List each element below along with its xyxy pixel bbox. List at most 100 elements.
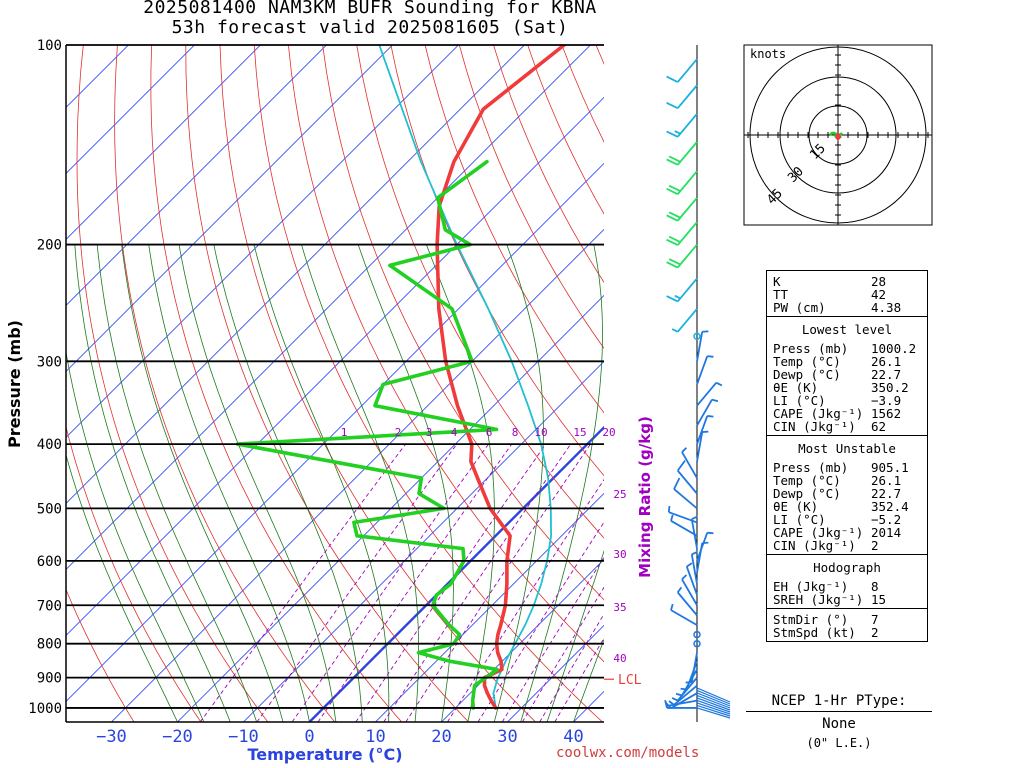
- moist-adiabat-line: [66, 453, 178, 722]
- wind-barb: [671, 308, 698, 333]
- wind-barb-staff: [673, 488, 698, 510]
- wind-barb-half-flag: [670, 514, 674, 522]
- k-index-label: K: [773, 274, 781, 289]
- wind-barb-half-flag: [681, 574, 688, 580]
- wind-barb-staff: [681, 578, 698, 606]
- freezing-isotherm: [308, 425, 604, 722]
- most-unstable-header: Most Unstable: [798, 441, 896, 456]
- wind-barb-staff: [677, 197, 698, 222]
- wind-barb-half-flag: [671, 697, 679, 702]
- parcel-path: [378, 45, 552, 709]
- wind-barb-flag: [666, 295, 679, 303]
- stats-lowest-level: Lowest level Press (mb) 1000.2 Temp (°C) 26…: [767, 316, 927, 435]
- footer-source-link[interactable]: coolwx.com/models: [556, 745, 700, 761]
- wind-barb-staff: [685, 566, 698, 596]
- storm-motion-label: StmDir (°): [773, 612, 849, 627]
- isotherm-line: [66, 45, 591, 571]
- most-unstable-label: CAPE (Jkg⁻¹): [773, 525, 864, 540]
- surface-wind-barb: [696, 687, 731, 703]
- isotherm-line: [66, 45, 195, 175]
- tt-index-value: 42: [871, 287, 887, 302]
- moist-adiabat-line: [546, 549, 604, 722]
- wind-barb-staff: [677, 170, 698, 195]
- lowest-level-row: Press (mb) 1000.2: [773, 342, 927, 355]
- lowest-level-row: Temp (°C) 26.1: [773, 355, 927, 368]
- wind-barb: [696, 381, 723, 407]
- wind-barb: [693, 630, 701, 639]
- mixing-ratio-label: 15: [573, 426, 586, 439]
- moist-adiabat-line: [121, 244, 284, 722]
- isotherm-line: [66, 45, 525, 505]
- lowest-level-row: CIN (Jkg⁻¹) 62: [773, 420, 927, 433]
- mixing-ratio-line: [256, 443, 458, 722]
- x-axis-title: Temperature (°C): [247, 745, 402, 764]
- moist-adiabat-line: [178, 244, 337, 722]
- wind-barb: [693, 332, 701, 341]
- lowest-level-row: CAPE (Jkg⁻¹) 1562: [773, 407, 927, 420]
- hodograph-label: EH (Jkg⁻¹): [773, 579, 849, 594]
- dry-adiabat-line: [66, 588, 135, 722]
- wind-barb-half-flag: [668, 700, 675, 706]
- ptype-value: None: [822, 716, 856, 732]
- dry-adiabat-line: [219, 45, 536, 722]
- mixing-ratio-line: [554, 637, 604, 722]
- isotherm-line: [66, 45, 393, 373]
- mixing-ratio-label: 8: [512, 426, 519, 439]
- hodograph-row: SREH (Jkg⁻¹) 15: [773, 593, 927, 606]
- most-unstable-value: −5.2: [871, 512, 902, 527]
- chart-title-line2: 53h forecast valid 2025081605 (Sat): [171, 17, 569, 38]
- stats-storm-motion: StmDir (°) 7 StmSpd (kt) 2: [767, 608, 927, 641]
- most-unstable-value: 905.1: [871, 460, 909, 475]
- wind-barb: [666, 221, 698, 246]
- wind-barb-half-flag: [686, 562, 693, 568]
- wind-barb: [666, 170, 698, 195]
- surface-wind-barb: [696, 692, 731, 707]
- isotherm-line: [66, 45, 459, 439]
- wind-barb-flag: [666, 187, 679, 195]
- dry-adiabat-line: [288, 45, 604, 663]
- isotherm-line: [177, 294, 604, 722]
- storm-motion-row: StmSpd (kt) 2: [773, 626, 927, 639]
- wind-barb: [666, 277, 698, 303]
- calm-wind-circle: [693, 630, 701, 639]
- dry-adiabat-line: [76, 45, 269, 722]
- wind-barb-flag: [666, 158, 679, 166]
- most-unstable-row: θE (K) 352.4: [773, 500, 927, 513]
- moist-adiabat-line: [253, 244, 390, 722]
- ptype-title: NCEP 1-Hr PType:: [746, 693, 932, 712]
- wind-barb-staff: [677, 221, 698, 246]
- y-tick-label: 700: [37, 598, 62, 614]
- mixing-ratio-label: 35: [613, 601, 626, 614]
- moist-adiabat-line: [74, 244, 231, 722]
- most-unstable-value: 2: [871, 538, 879, 553]
- hodograph-row: EH (Jkg⁻¹) 8: [773, 580, 927, 593]
- wind-barb: [676, 460, 698, 495]
- wind-barb-flag: [668, 211, 681, 219]
- isotherm-line: [66, 45, 261, 241]
- x-tick-label: 30: [497, 727, 517, 747]
- x-tick-label: 20: [431, 727, 451, 747]
- wind-barb: [681, 447, 698, 479]
- wind-barb-staff: [667, 699, 698, 707]
- most-unstable-row: CIN (Jkg⁻¹) 2: [773, 539, 927, 552]
- mixing-ratio-axis-title: Mixing Ratio (g/kg): [636, 416, 654, 578]
- mixing-ratio-line: [522, 586, 604, 722]
- mixing-ratio-label: 2: [395, 426, 402, 439]
- stats-hodograph: Hodograph EH (Jkg⁻¹) 8 SREH (Jkg⁻¹) 15: [767, 554, 927, 608]
- calm-wind-circle: [693, 332, 701, 341]
- mixing-ratio-line: [447, 478, 604, 722]
- x-tick-label: 0: [304, 727, 314, 747]
- wind-barb-half-flag: [680, 687, 687, 691]
- wind-barb-half-flag: [667, 505, 671, 513]
- wind-barb-half-flag: [676, 586, 683, 593]
- wind-barb: [696, 415, 714, 445]
- wind-barb: [666, 243, 698, 269]
- dewpoint-profile: [235, 159, 499, 710]
- moist-adiabat-line: [96, 244, 258, 722]
- x-tick-label: 10: [365, 727, 385, 747]
- storm-motion-value: 7: [871, 612, 879, 627]
- wind-barb-half-flag: [707, 415, 714, 418]
- storm-motion-label: StmSpd (kt): [773, 625, 856, 640]
- dry-adiabat-line: [185, 45, 469, 722]
- wind-barb: [696, 330, 709, 362]
